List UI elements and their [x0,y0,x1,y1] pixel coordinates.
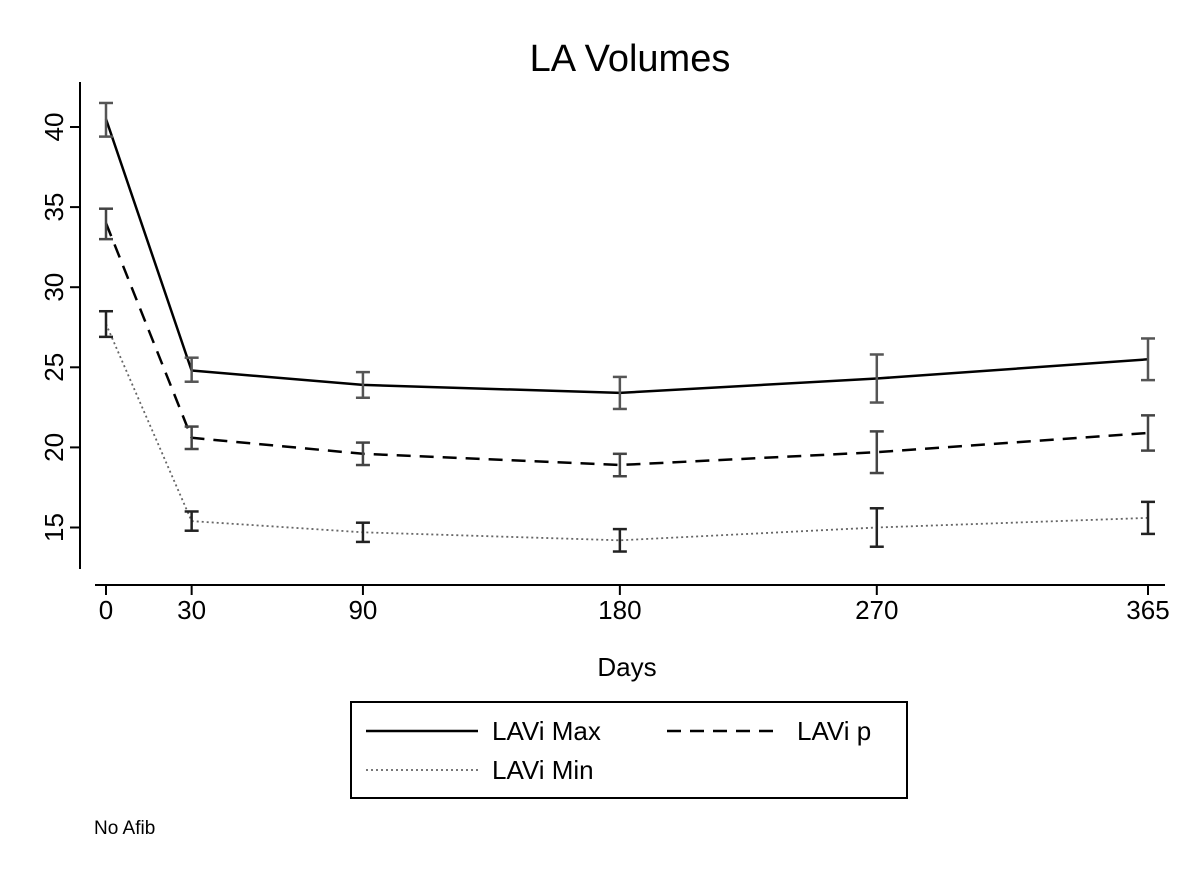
y-tick-label: 30 [39,273,69,302]
error-bar-lavi-p [355,441,370,467]
chart-title: LA Volumes [530,38,731,80]
error-bar-lavi-p [612,452,627,478]
error-bar-lavi-min [355,521,370,544]
error-bar-lavi-max [99,101,113,138]
error-bar-lavi-max [869,353,884,404]
chart-note: No Afib [94,818,155,839]
error-bar-lavi-max [1141,337,1155,382]
error-bar-lavi-max [355,370,370,399]
legend-label-lavi-max: LAVi Max [492,716,601,746]
errorbar-layer [99,101,1155,553]
x-tick-label: 270 [855,595,898,625]
legend-box [350,701,908,799]
y-tick-label: 35 [39,193,69,222]
error-bar-lavi-max [612,375,627,411]
x-tick-label: 30 [177,595,206,625]
x-tick-label: 365 [1126,595,1169,625]
y-tick-label: 20 [39,433,69,462]
y-tick-label: 40 [39,113,69,142]
legend-label-lavi-min: LAVi Min [492,755,594,785]
series-line-lavi-max [104,118,1149,395]
error-bar-lavi-min [869,507,884,548]
y-tick-label: 15 [39,513,69,542]
series-layer [104,118,1149,542]
legend-label-lavi-p: LAVi p [797,716,871,746]
x-tick-label: 180 [598,595,641,625]
error-bar-lavi-min [612,527,627,553]
error-bar-lavi-p [1141,414,1155,452]
y-tick-label: 25 [39,353,69,382]
plot-area: 15 20 25 30 35 40 0 30 90 180 270 365 [39,82,1170,625]
series-line-lavi-min [105,323,1149,542]
series-line-lavi-p [104,222,1149,467]
error-bar-lavi-p [99,207,113,241]
x-ticks: 0 30 90 180 270 365 [99,585,1170,625]
y-ticks: 15 20 25 30 35 40 [39,113,80,542]
error-bar-lavi-max [184,356,199,383]
error-bar-lavi-p [184,425,199,451]
error-bar-lavi-min [99,309,113,339]
x-tick-label: 0 [99,595,113,625]
error-bar-lavi-min [184,510,199,532]
x-tick-label: 90 [348,595,377,625]
legend: LAVi Max LAVi p LAVi Min [350,701,908,799]
x-axis-title: Days [597,652,656,682]
error-bar-lavi-min [1141,500,1155,536]
error-bar-lavi-p [869,430,884,475]
